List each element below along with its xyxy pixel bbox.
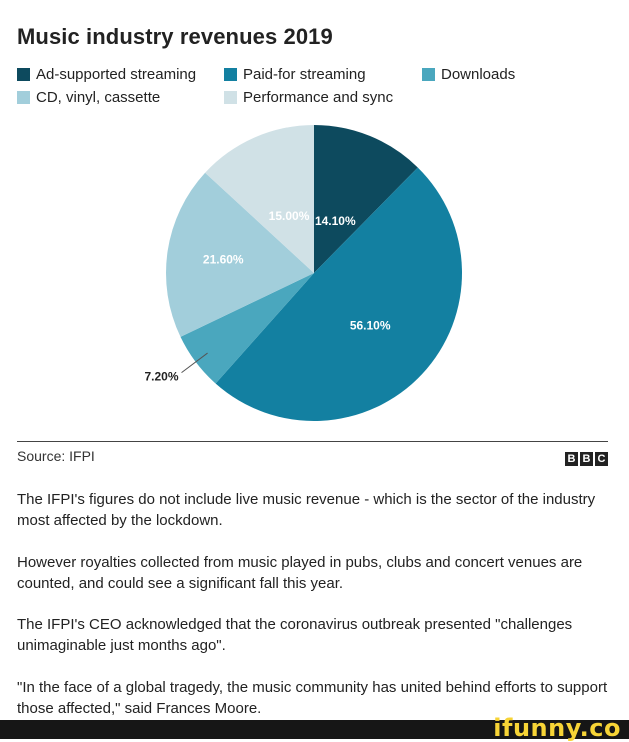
bbc-logo-letter: B <box>565 452 578 466</box>
article-paragraph: However royalties collected from music p… <box>17 554 583 592</box>
legend-label: Performance and sync <box>243 89 394 106</box>
legend-item-performance: Performance and sync <box>224 89 393 106</box>
divider <box>17 441 608 442</box>
legend-item-paid-for: Paid-for streaming <box>224 66 366 83</box>
legend-swatch <box>422 68 435 81</box>
pie-slice <box>165 172 314 337</box>
legend-swatch <box>224 68 237 81</box>
pie-slice-label: 21.60% <box>203 252 244 266</box>
pie-slice <box>180 273 314 384</box>
pie-slice <box>314 125 418 273</box>
pie-leader-line <box>181 352 208 374</box>
chart-title: Music industry revenues 2019 <box>17 24 333 49</box>
pie-slice <box>215 167 463 422</box>
pie-slice <box>205 125 314 273</box>
legend-swatch <box>17 91 30 104</box>
bbc-logo-letter: B <box>580 452 593 466</box>
pie-slice-label: 15.00% <box>269 209 310 223</box>
pie-slice-label: 56.10% <box>350 319 391 333</box>
pie-slice-label: 14.10% <box>315 214 356 228</box>
legend-item-ad-supported: Ad-supported streaming <box>17 66 196 83</box>
watermark-bar: ifunny.co <box>0 714 629 742</box>
legend-label: CD, vinyl, cassette <box>36 89 161 106</box>
pie-slice-label: 7.20% <box>144 370 178 384</box>
legend-label: Ad-supported streaming <box>36 66 197 83</box>
legend-label: Downloads <box>441 66 516 83</box>
source-credit: Source: IFPI <box>17 448 95 464</box>
article-paragraph: "In the face of a global tragedy, the mu… <box>17 679 608 717</box>
bbc-logo: B B C <box>565 452 608 466</box>
watermark-logo: ifunny.co <box>493 714 621 742</box>
bbc-logo-letter: C <box>595 452 608 466</box>
legend-label: Paid-for streaming <box>243 66 366 83</box>
legend-item-downloads: Downloads <box>422 66 515 83</box>
legend-swatch <box>17 68 30 81</box>
article-paragraph: The IFPI's CEO acknowledged that the cor… <box>17 616 573 654</box>
article-paragraph: The IFPI's figures do not include live m… <box>17 491 596 529</box>
legend-swatch <box>224 91 237 104</box>
legend-item-cd-vinyl: CD, vinyl, cassette <box>17 89 160 106</box>
pie-chart: 14.10% 56.10% 7.20% 21.60% 15.00% <box>144 125 463 422</box>
